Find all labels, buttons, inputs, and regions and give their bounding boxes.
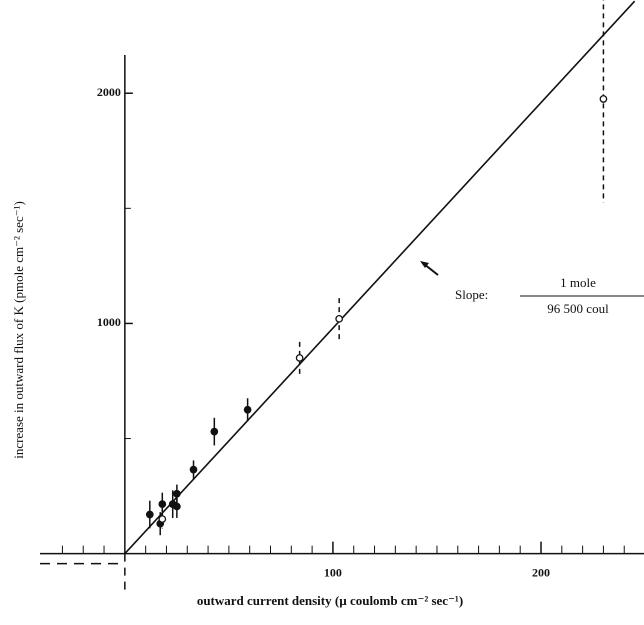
fit-line — [124, 0, 636, 555]
annotation-numerator: 1 mole — [560, 275, 596, 290]
data-point — [173, 502, 181, 511]
data-point — [243, 405, 252, 414]
data-point — [158, 515, 167, 523]
y-tick-label: 1000 — [97, 315, 121, 329]
data-point — [335, 314, 344, 323]
y-axis-label: increase in outward flux of K (pmole cm⁻… — [11, 201, 26, 459]
annotation: Slope: — [455, 287, 488, 302]
data-point — [210, 427, 219, 436]
arrow-head — [420, 261, 429, 268]
annotation-denominator: 96 500 coul — [547, 301, 609, 316]
x-tick-label: 100 — [324, 565, 342, 579]
y-tick-label: 2000 — [97, 85, 121, 99]
data-point — [158, 500, 167, 508]
x-tick-label: 200 — [532, 565, 550, 579]
data-point — [189, 465, 198, 474]
data-point — [295, 354, 304, 362]
x-axis-label: outward current density (µ coulomb cm⁻² … — [197, 593, 463, 608]
data-point — [173, 489, 181, 498]
data-point — [599, 95, 608, 103]
data-point — [145, 510, 154, 519]
